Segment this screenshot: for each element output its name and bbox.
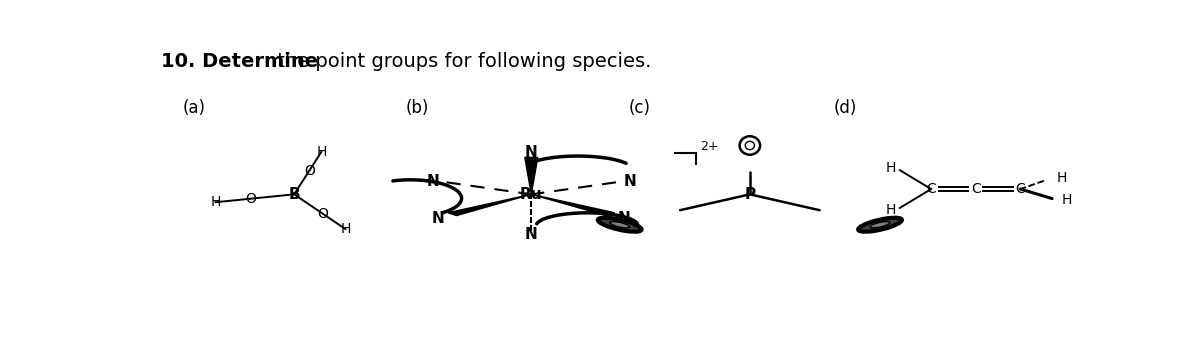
Text: (a): (a) <box>182 99 205 117</box>
Text: H: H <box>341 222 350 236</box>
Text: H: H <box>1062 193 1072 207</box>
Ellipse shape <box>610 222 630 228</box>
Text: O: O <box>318 207 329 221</box>
Text: B: B <box>288 187 300 202</box>
Text: C: C <box>926 182 936 196</box>
Text: 2+: 2+ <box>701 140 719 153</box>
Text: N: N <box>432 211 445 226</box>
Polygon shape <box>448 194 532 215</box>
Text: P: P <box>744 187 756 202</box>
Ellipse shape <box>598 218 642 232</box>
Text: H: H <box>210 195 221 209</box>
Text: C: C <box>971 182 980 196</box>
Text: H: H <box>886 161 896 175</box>
Text: (b): (b) <box>406 99 430 117</box>
Text: O: O <box>245 192 256 206</box>
Text: the point groups for following species.: the point groups for following species. <box>271 52 652 71</box>
Ellipse shape <box>745 141 755 150</box>
Text: N: N <box>524 145 538 160</box>
Polygon shape <box>524 157 538 194</box>
Text: N: N <box>426 175 439 189</box>
Text: (c): (c) <box>629 99 650 117</box>
Text: (d): (d) <box>834 99 857 117</box>
Text: N: N <box>624 175 636 189</box>
Text: N: N <box>618 211 631 226</box>
Text: Ru: Ru <box>520 187 542 202</box>
Text: H: H <box>886 203 896 217</box>
Ellipse shape <box>858 218 902 232</box>
Ellipse shape <box>739 136 760 155</box>
Text: C: C <box>1015 182 1025 196</box>
Text: 10. Determine: 10. Determine <box>161 52 318 71</box>
Polygon shape <box>532 194 614 215</box>
Ellipse shape <box>870 222 890 228</box>
Text: H: H <box>317 145 326 159</box>
Text: H: H <box>1057 171 1067 185</box>
Text: N: N <box>524 227 538 242</box>
Text: O: O <box>304 164 314 178</box>
